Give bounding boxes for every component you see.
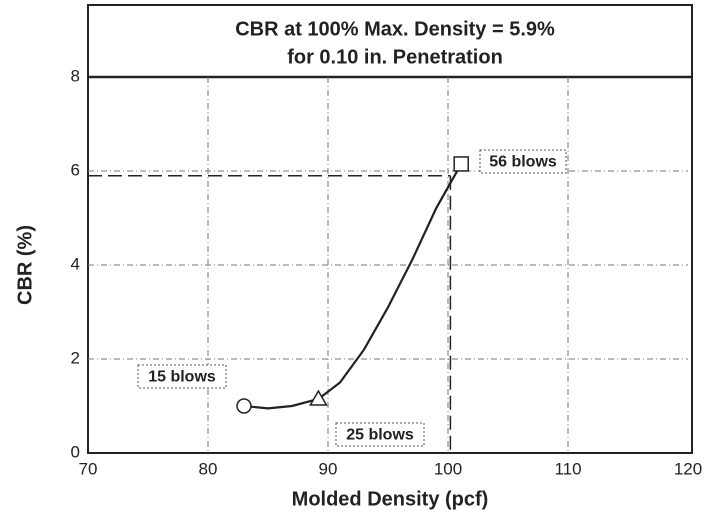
annotation-box [335,422,425,447]
x-tick-label: 110 [554,459,581,478]
annotation-box [137,364,227,389]
chart-title: for 0.10 in. Penetration [287,46,503,68]
x-tick-label: 120 [674,459,702,478]
x-tick-label: 70 [79,459,98,478]
frame [87,4,693,454]
y-tick-label: 0 [71,442,80,461]
annotation: 25 blows [346,427,414,444]
point [309,389,328,406]
x-tick-label: 80 [199,459,218,478]
chart-title: CBR at 100% Max. Density = 5.9% [235,18,555,40]
y-axis-label: CBR (%) [14,225,36,305]
x-tick-label: 100 [434,459,462,478]
fit-curve [243,163,463,410]
x-tick-label: 90 [319,459,338,478]
point [453,156,469,172]
annotation-box [479,149,567,174]
x-axis-label: Molded Density (pcf) [292,488,489,510]
annotation: 56 blows [489,154,557,171]
annotation: 15 blows [148,369,216,386]
y-tick-label: 2 [71,348,80,367]
y-tick-label: 8 [71,66,80,85]
y-tick-label: 4 [71,254,80,273]
point [236,398,252,414]
y-tick-label: 6 [71,160,80,179]
